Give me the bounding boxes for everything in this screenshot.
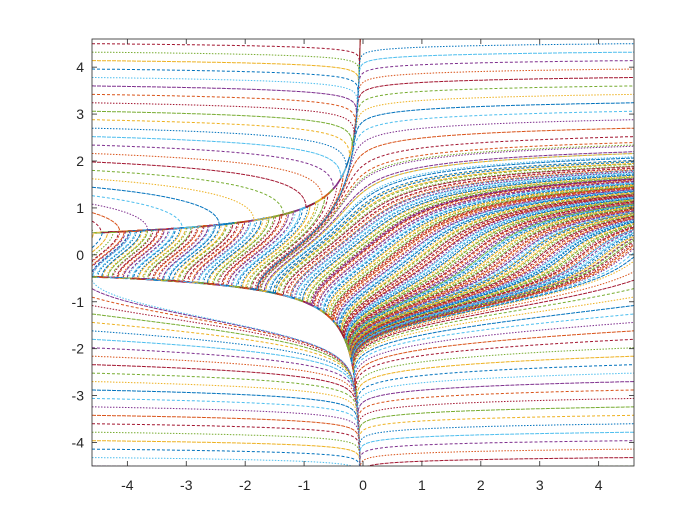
x-tick-label: 2	[477, 477, 485, 493]
y-tick-label: -2	[72, 341, 85, 357]
y-tick-label: 1	[76, 200, 84, 216]
x-tick-label: 0	[359, 477, 367, 493]
x-tick-label: -1	[298, 477, 311, 493]
x-tick-label: -2	[239, 477, 252, 493]
x-tick-label: 1	[418, 477, 426, 493]
x-tick-label: -3	[180, 477, 193, 493]
y-tick-label: -1	[72, 294, 85, 310]
x-tick-label: 3	[536, 477, 544, 493]
y-tick-label: 3	[76, 106, 84, 122]
x-tick-label: 4	[595, 477, 603, 493]
y-tick-label: -4	[72, 435, 85, 451]
y-tick-label: 2	[76, 153, 84, 169]
y-tick-label: -3	[72, 388, 85, 404]
y-tick-label: 4	[76, 59, 84, 75]
x-tick-label: -4	[121, 477, 134, 493]
y-tick-label: 0	[76, 247, 84, 263]
